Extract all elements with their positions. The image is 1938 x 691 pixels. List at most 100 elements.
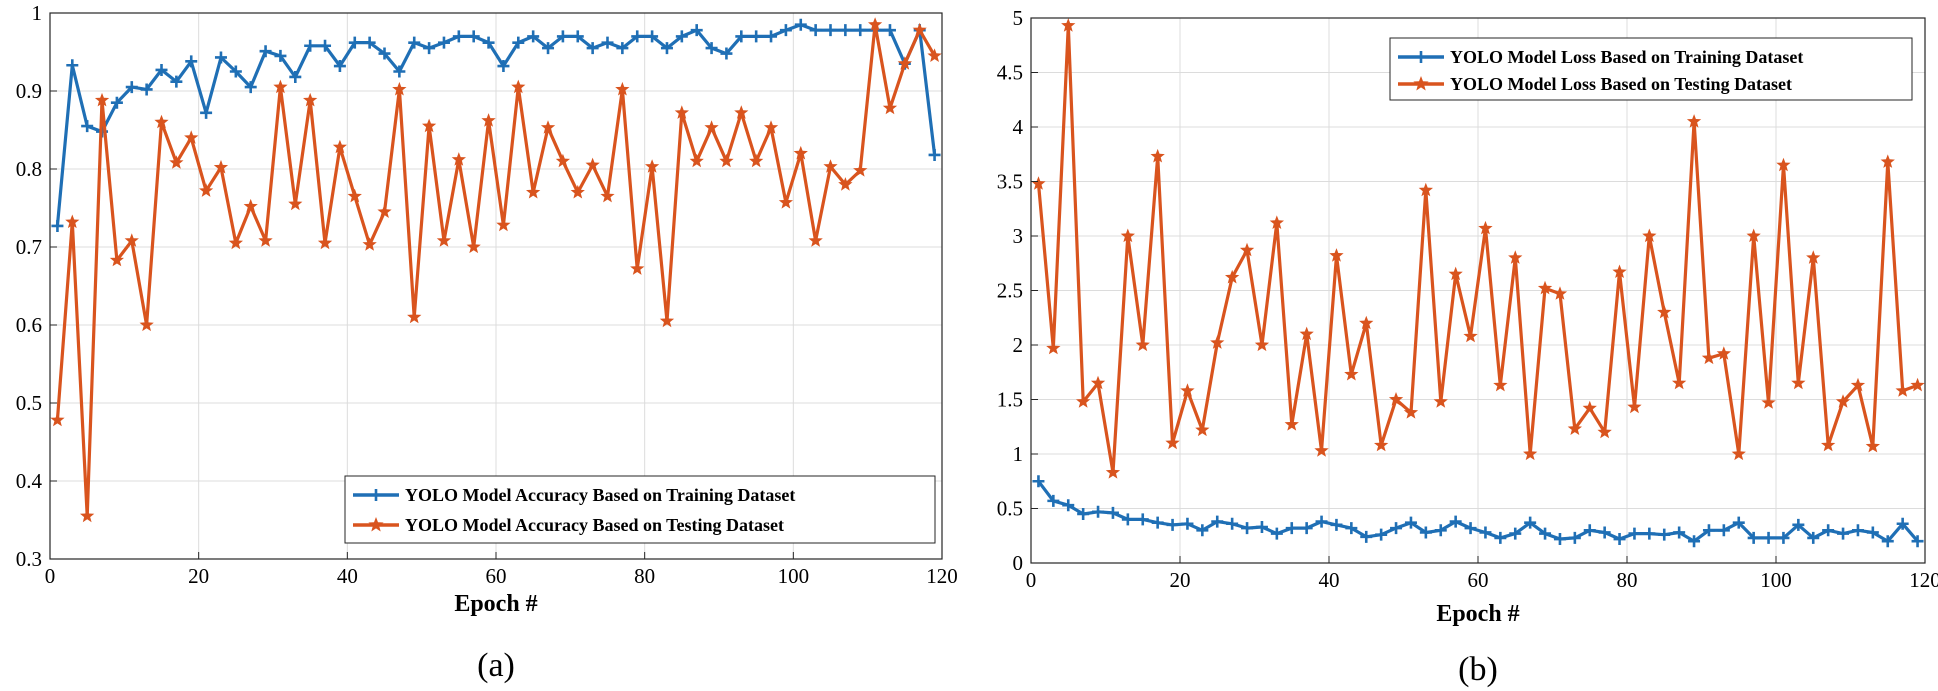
data-point-train [824,24,837,37]
data-point-train [274,49,287,62]
data-point-test [615,81,630,96]
data-point-test [481,113,496,127]
data-point-train [542,42,555,55]
data-point-train [586,42,599,55]
data-point-test [882,100,898,115]
data-point-train [512,36,525,49]
data-point-train [646,30,659,43]
data-point-test [1031,176,1046,190]
x-tick-label: 40 [1319,568,1340,592]
data-point-train [1360,530,1373,543]
data-point-train [1419,526,1432,539]
data-point-train [1390,522,1403,535]
data-point-test [1850,377,1866,392]
data-point-test [1731,446,1746,461]
data-point-train [1822,524,1835,537]
data-point-train [1106,506,1119,519]
data-point-test [288,196,303,211]
data-point-test [1701,350,1717,365]
data-point-train [1494,531,1507,544]
data-point-train [1330,518,1343,531]
data-point-test [659,313,675,328]
data-point-train [527,30,540,43]
data-point-train [170,75,183,88]
data-point-test [65,214,80,229]
data-point-test [1463,328,1478,343]
y-tick-label: 1 [1013,442,1024,466]
data-point-test [689,153,704,168]
data-point-test [1895,383,1910,397]
data-point-train [1032,475,1045,488]
data-point-train [660,42,673,55]
data-point-train [333,60,346,73]
data-point-train [1732,516,1745,529]
data-point-test [1374,437,1389,452]
data-point-test [1835,394,1851,408]
data-point-test [808,233,823,247]
data-point-test [80,508,95,523]
x-tick-label: 60 [486,564,507,588]
data-point-train [1404,516,1417,529]
data-point-test [1642,228,1657,243]
data-point-test [1493,377,1508,392]
data-point-train [1777,531,1790,544]
data-point-train [482,36,495,49]
data-point-test [719,153,734,168]
data-point-train [1136,513,1149,526]
data-point-train [1077,507,1090,520]
data-point-train [1792,518,1805,531]
y-tick-label: 2 [1013,333,1024,357]
data-point-train [1553,533,1566,546]
data-point-test [392,81,407,96]
data-point-train [155,63,168,76]
data-point-test [451,152,466,166]
panel-a: 0 20 40 60 80 100 120 0.3 0.4 0.5 0.6 0.7 0.8 0.9 1 Ep… [16,1,958,684]
data-point-train [1583,524,1596,537]
data-point-test [1105,465,1121,479]
data-point-test [1254,337,1270,352]
data-point-train [1807,531,1820,544]
x-tick-label: 20 [1170,568,1191,592]
data-point-test [362,237,377,251]
data-point-test [853,163,868,177]
data-point-train [1673,526,1686,539]
data-point-test [154,114,169,129]
data-point-train [1241,522,1254,535]
series-line-test [1036,24,1919,475]
legend-marker-test-a [368,517,384,532]
data-point-train [1255,521,1268,534]
x-tick-label: 0 [45,564,56,588]
data-point-train [675,30,688,43]
data-point-train [363,36,376,49]
data-point-train [1166,518,1179,531]
data-point-test [763,120,779,134]
y-tick-label: 0.5 [997,497,1023,521]
data-point-test [674,105,689,119]
data-point-test [199,183,214,197]
data-point-test [526,184,541,199]
data-point-test [1910,377,1925,392]
data-point-test [1388,392,1404,406]
data-point-train [1300,522,1313,535]
data-point-train [720,47,733,60]
data-point-test [1180,383,1195,397]
data-point-test [912,22,927,37]
data-point-train [928,148,941,161]
data-point-train [1151,516,1164,529]
y-tick-label: 0.8 [16,157,42,181]
x-axis-label-b: Epoch # [1436,601,1519,627]
data-point-train [1092,505,1105,518]
series-group-a [50,17,942,523]
data-point-test [422,118,437,133]
legend-box-b [1389,37,1913,101]
y-tick-label: 0.9 [16,79,42,103]
data-point-test [1523,446,1538,461]
data-point-train [244,81,257,94]
data-point-train [1658,528,1671,541]
legend-marker-train-b [1415,51,1427,63]
data-point-train [393,65,406,78]
data-point-train [779,24,792,37]
data-point-test [778,195,793,209]
data-point-train [1628,527,1641,540]
